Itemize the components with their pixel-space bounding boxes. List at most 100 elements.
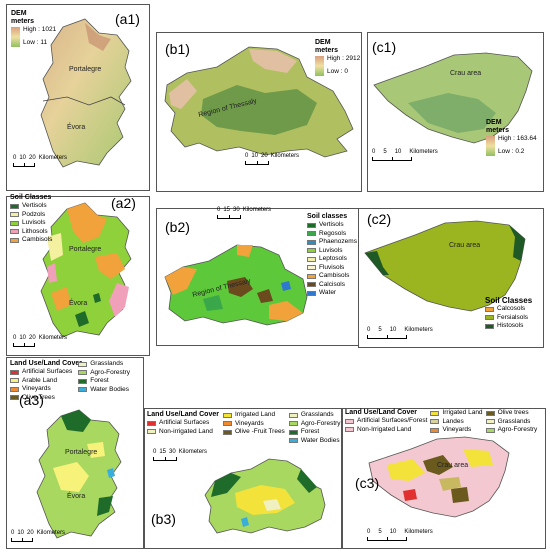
a3-swatch-agroforestry [78, 370, 88, 376]
b2-swatch-luvisols [307, 248, 316, 254]
a3-place-evora: Évora [67, 491, 85, 500]
b3-legend-title: Land Use/Land Cover [147, 411, 219, 418]
a2-lithosols [47, 263, 129, 317]
a2-vertisols [75, 293, 101, 327]
c3-legend: Land Use/Land Cover Artificial Surfaces/… [345, 409, 538, 433]
c3-legend-title: Land Use/Land Cover [345, 409, 417, 416]
panel-c1: Crau area (c1) DEM meters High : 163.64 L… [367, 32, 544, 192]
b2-water [281, 281, 291, 291]
b3-swatch-olive [222, 429, 232, 435]
panel-b2: Region of Thessaly (b2) 0 15 30 Kilometers … [156, 207, 362, 346]
b2-swatch-vertisols [307, 222, 316, 228]
b1-legend: DEM meters High : 2912 Low : 0 [315, 39, 360, 76]
b3-swatch-vineyards [222, 421, 232, 427]
a1-place-evora: Évora [67, 122, 85, 131]
panel-c3: Crau area (c3) Land Use/Land Cover Artif… [342, 408, 546, 549]
a1-district-border [42, 96, 126, 106]
b3-label: (b3) [151, 511, 176, 527]
panel-a3: Portalegre Évora (a3) Land Use/Land Cove… [6, 357, 144, 549]
a2-label: (a2) [111, 195, 136, 211]
b2-legend-title: Soil classes [307, 213, 348, 220]
b1-scalebar: 0 10 20 Kilometers [245, 153, 315, 165]
a1-dem-low: Low : 11 [23, 38, 48, 46]
map-a3: Portalegre Évora [36, 409, 122, 539]
a2-swatch-podzols [10, 212, 19, 218]
map-c3: Crau area [368, 436, 510, 518]
a2-legend: Soil Classes Vertisols Podzols Luvisols … [10, 194, 53, 243]
a1-dem-gradient [11, 26, 20, 47]
a3-label: (a3) [19, 392, 44, 408]
c1-dem-high: High : 163.64 [498, 135, 537, 142]
a3-swatch-artificial [10, 369, 19, 375]
b3-swatch-forest [288, 429, 298, 435]
a2-cambisols [51, 203, 125, 311]
a1-legend: DEM meters High : 1021 Low : 11 [11, 10, 56, 47]
a2-swatch-luvisols [10, 220, 19, 226]
b1-dem-high: High : 2912 [327, 55, 361, 62]
b1-mountains [169, 49, 297, 109]
c2-swatch-calcosols [485, 306, 494, 312]
a1-region-shape [40, 18, 132, 168]
c1-low-area [408, 93, 496, 133]
b1-legend-title: DEM meters [315, 39, 338, 54]
a2-swatch-lithosols [10, 229, 19, 235]
b2-swatch-calcisols [307, 282, 316, 288]
a3-swatch-water [78, 387, 88, 393]
map-c2: Crau area [364, 220, 526, 312]
a3-scalebar: 0 10 20 Kilometers [11, 530, 65, 542]
b3-scalebar: 0 15 30 Kilometers [153, 449, 223, 461]
c1-legend: DEM meters High : 163.64 Low : 0.2 [486, 119, 537, 156]
a1-scalebar: 0 10 20 Kilometers [13, 155, 67, 167]
a3-legend-title: Land Use/Land Cover [10, 360, 82, 367]
panel-b1: Region of Thessaly (b1) DEM meters High … [156, 32, 362, 192]
panel-a1: Portalegre Évora (a1) DEM meters High : … [6, 4, 150, 191]
map-b1: Region of Thessaly [164, 46, 354, 158]
c2-place-crau: Crau area [449, 242, 480, 249]
a2-place-portalegre: Portalegre [69, 246, 101, 253]
c2-region-shape [364, 220, 526, 312]
c3-place-crau: Crau area [437, 462, 468, 469]
a3-swatch-grasslands [78, 361, 88, 367]
a3-swatch-arable [10, 378, 19, 384]
c2-swatch-fersialsols [485, 315, 494, 321]
c3-swatch-artificial-forest [345, 418, 354, 424]
c3-swatch-landes [430, 419, 440, 425]
b3-swatch-agroforestry [288, 421, 298, 427]
c1-scalebar: 0 5 10 Kilometers [372, 149, 444, 161]
b2-swatch-fluvisols [307, 265, 316, 271]
b2-swatch-phaenozems [307, 239, 316, 245]
b2-calcisols [227, 277, 273, 303]
c2-label: (c2) [367, 211, 392, 227]
c2-legend: Soil Classes Calcosols Fersialsols Histo… [485, 296, 533, 329]
b2-legend: Soil classes Vertisols Regosols Phaenoze… [307, 213, 357, 296]
a3-arable [53, 442, 105, 492]
a3-water [107, 468, 115, 478]
c3-swatch-grasslands [485, 419, 495, 425]
c3-label: (c3) [355, 475, 380, 491]
a3-swatch-vineyards [10, 386, 19, 392]
c3-irrigated [387, 449, 493, 481]
b3-swatch-nonirrigated [147, 429, 156, 435]
a3-forest [61, 410, 113, 516]
map-a1: Portalegre Évora [40, 18, 132, 168]
c3-swatch-agroforestry [485, 427, 495, 433]
c2-scalebar: 0 5 10 Kilometers [367, 327, 439, 339]
a3-place-portalegre: Portalegre [65, 449, 97, 456]
c1-legend-title: DEM meters [486, 119, 509, 134]
b3-forest [211, 469, 317, 497]
c3-region-shape [368, 436, 510, 518]
c3-swatch-irrigated [430, 410, 440, 416]
b3-swatch-artificial [147, 420, 156, 426]
b2-swatch-water [307, 290, 316, 296]
b2-regosols [203, 295, 223, 311]
b3-swatch-grasslands [288, 412, 298, 418]
a3-legend: Land Use/Land Cover Artificial Surfaces … [10, 360, 142, 402]
a2-swatch-cambisols [10, 237, 19, 243]
c1-place-crau: Crau area [450, 70, 481, 77]
c3-swatch-olive [485, 410, 495, 416]
map-c1: Crau area [373, 52, 533, 144]
a2-scalebar: 0 10 20 Kilometers [13, 335, 67, 347]
c3-swatch-nonirrigated [345, 427, 354, 433]
c1-dem-low: Low : 0.2 [498, 147, 525, 155]
a2-podzols [47, 233, 63, 261]
